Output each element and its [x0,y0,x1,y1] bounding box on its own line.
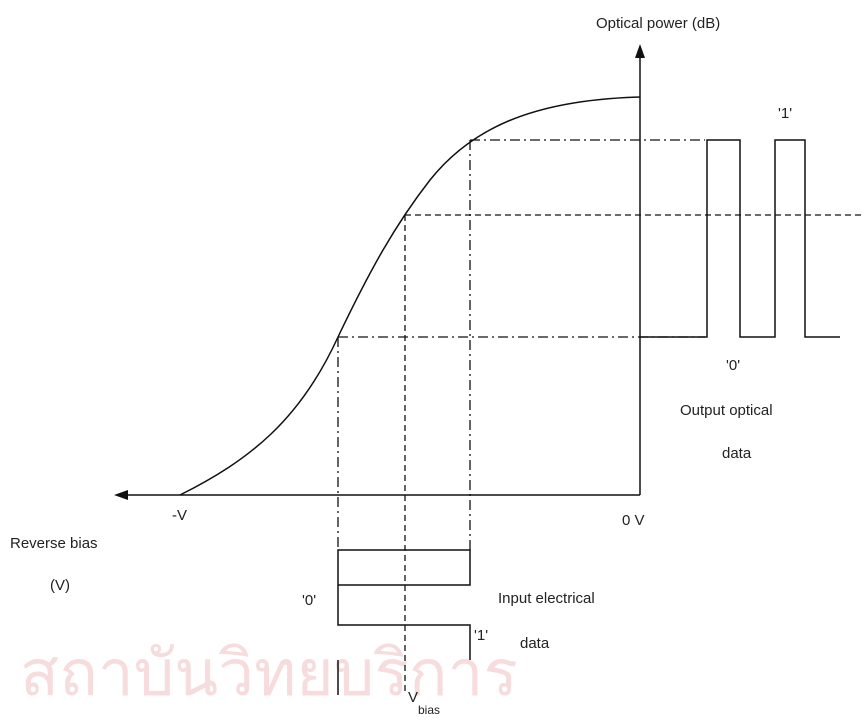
y-arrow [635,44,645,58]
x-axis-label: (V) [50,577,70,594]
transfer-curve [179,96,641,496]
x-axis-label: Reverse bias [10,535,98,552]
input-waveform [337,549,471,695]
x-tick: -V [172,507,187,524]
output-one: '1' [778,105,792,122]
input-one: '1' [474,627,488,644]
x-tick: 0 V [622,512,645,529]
input-label: data [520,635,550,652]
x-arrow [114,490,128,500]
output-waveform [640,139,840,338]
output-zero: '0' [726,357,740,374]
bias-label: V [408,689,418,706]
watermark: สถาบันวิทยบริการ [20,637,518,709]
bias-sub: bias [418,703,440,717]
input-zero: '0' [302,592,316,609]
output-label: data [722,445,752,462]
input-label: Input electrical [498,590,595,607]
output-label: Output optical [680,402,773,419]
y-axis-label: Optical power (dB) [596,15,720,32]
